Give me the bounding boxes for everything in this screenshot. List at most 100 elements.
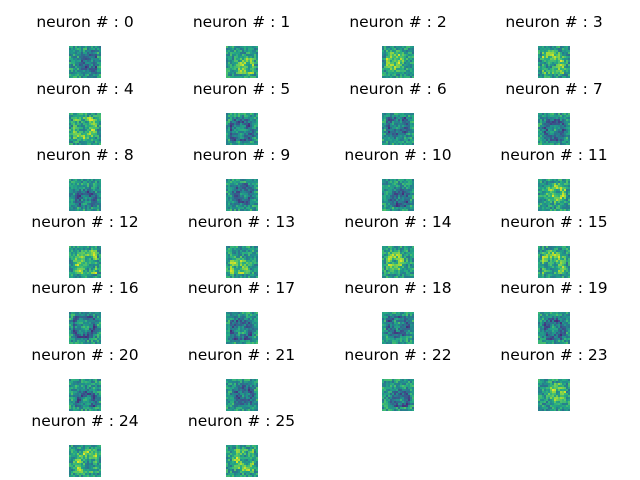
- heatmap-cell: [73, 126, 76, 129]
- heatmap-cell: [231, 120, 234, 123]
- neuron-weight-heatmap: [538, 112, 570, 145]
- heatmap-cell: [81, 342, 84, 344]
- heatmap-cell: [73, 334, 76, 337]
- heatmap-cell: [566, 189, 569, 192]
- heatmap-cell: [237, 70, 240, 73]
- heatmap-cell: [237, 112, 240, 115]
- heatmap-cell: [237, 205, 240, 208]
- heatmap-cell: [560, 68, 563, 71]
- heatmap-cell: [540, 253, 543, 256]
- heatmap-cell: [548, 116, 551, 119]
- heatmap-cell: [251, 203, 254, 206]
- heatmap-cell: [544, 261, 547, 264]
- heatmap-cell: [69, 197, 72, 200]
- heatmap-cell: [79, 316, 82, 319]
- heatmap-cell: [392, 253, 395, 256]
- heatmap-cell: [79, 191, 82, 194]
- heatmap-cell: [406, 132, 409, 135]
- heatmap-cell: [544, 74, 547, 77]
- heatmap-cell: [398, 138, 401, 141]
- heatmap-cell: [97, 189, 100, 192]
- heatmap-cell: [225, 76, 228, 78]
- heatmap-cell: [564, 68, 567, 71]
- heatmap-cell: [245, 126, 248, 129]
- heatmap-cell: [255, 207, 258, 210]
- heatmap-cell: [402, 269, 405, 272]
- heatmap-cell: [538, 245, 541, 248]
- heatmap-cell: [89, 74, 92, 77]
- heatmap-cell: [73, 179, 76, 182]
- heatmap-cell: [412, 338, 414, 341]
- heatmap-cell: [556, 76, 559, 78]
- heatmap-cell: [410, 187, 413, 190]
- heatmap-cell: [398, 62, 401, 65]
- heatmap-cell: [566, 142, 569, 145]
- heatmap-cell: [229, 251, 232, 254]
- heatmap-cell: [85, 247, 88, 250]
- heatmap-cell: [237, 130, 240, 133]
- heatmap-cell: [546, 74, 549, 77]
- heatmap-cell: [544, 259, 547, 262]
- heatmap-cell: [255, 336, 258, 339]
- heatmap-cell: [400, 58, 403, 61]
- heatmap-cell: [87, 74, 90, 77]
- heatmap-cell: [69, 134, 72, 137]
- heatmap-cell: [566, 112, 569, 115]
- heatmap-cell: [237, 132, 240, 135]
- heatmap-cell: [544, 62, 547, 65]
- heatmap-cell: [231, 328, 234, 331]
- heatmap-cell: [554, 191, 557, 194]
- heatmap-cell: [247, 199, 250, 202]
- heatmap-cell: [255, 136, 258, 139]
- heatmap-cell: [225, 257, 228, 260]
- heatmap-cell: [251, 132, 254, 135]
- heatmap-cell: [235, 195, 238, 198]
- heatmap-cell: [558, 48, 561, 51]
- heatmap-cell: [227, 316, 230, 319]
- heatmap-cell: [95, 46, 98, 49]
- heatmap-cell: [396, 320, 399, 323]
- heatmap-cell: [558, 179, 561, 182]
- heatmap-cell: [91, 132, 94, 135]
- heatmap-cell: [81, 257, 84, 260]
- heatmap-cell: [233, 60, 236, 63]
- heatmap-cell: [251, 46, 254, 49]
- heatmap-cell: [404, 118, 407, 121]
- heatmap-cell: [400, 314, 403, 317]
- heatmap-cell: [384, 205, 387, 208]
- heatmap-cell: [550, 259, 553, 262]
- heatmap-cell: [227, 116, 230, 119]
- heatmap-cell: [548, 195, 551, 198]
- heatmap-cell: [390, 269, 393, 272]
- heatmap-cell: [538, 122, 541, 125]
- heatmap-cell: [71, 261, 74, 264]
- heatmap-cell: [83, 193, 86, 196]
- heatmap-cell: [87, 318, 90, 321]
- heatmap-cell: [400, 128, 403, 131]
- heatmap-cell: [225, 271, 228, 274]
- neuron-weight-heatmap: [382, 46, 414, 78]
- heatmap-cell: [75, 54, 78, 57]
- heatmap-cell: [87, 130, 90, 133]
- heatmap-cell: [93, 70, 96, 73]
- heatmap-cell: [93, 68, 96, 71]
- heatmap-cell: [384, 207, 387, 210]
- heatmap-cell: [89, 142, 92, 145]
- heatmap-cell: [247, 54, 250, 57]
- heatmap-cell: [233, 46, 236, 49]
- heatmap-cell: [402, 114, 405, 117]
- heatmap-cell: [253, 257, 256, 260]
- heatmap-cell: [404, 249, 407, 252]
- heatmap-cell: [404, 273, 407, 276]
- heatmap-cell: [237, 275, 240, 278]
- heatmap-cell: [97, 76, 100, 78]
- heatmap-cell: [245, 114, 248, 117]
- heatmap-cell: [79, 261, 82, 264]
- heatmap-cell: [548, 130, 551, 133]
- heatmap-cell: [388, 187, 391, 190]
- heatmap-cell: [85, 138, 88, 141]
- heatmap-cell: [390, 255, 393, 258]
- heatmap-cell: [538, 66, 541, 69]
- heatmap-cell: [556, 263, 559, 266]
- heatmap-cell: [558, 126, 561, 129]
